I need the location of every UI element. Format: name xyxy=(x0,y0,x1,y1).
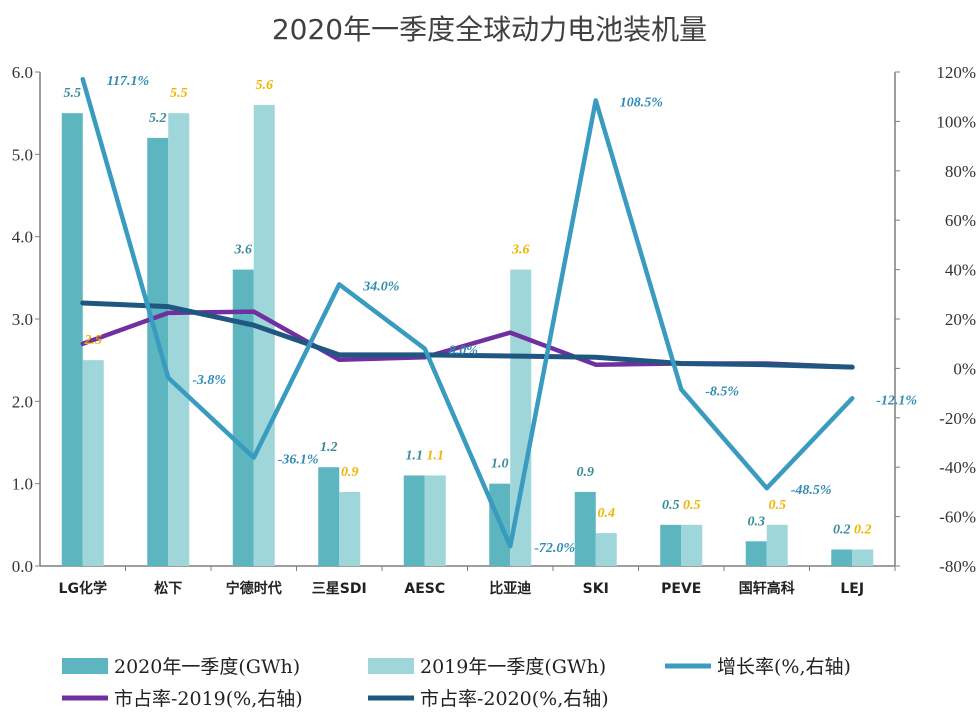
left-axis-tick-label: 2.0 xyxy=(12,392,33,411)
bar-2020 xyxy=(574,491,596,566)
bar-2020 xyxy=(61,113,83,567)
growth-rate-data-label: -8.5% xyxy=(705,384,739,399)
right-axis-tick-label: 0% xyxy=(953,359,976,378)
growth-rate-data-label: -12.1% xyxy=(876,393,917,408)
legend-2019-swatch xyxy=(368,658,414,674)
right-axis-tick-label: -80% xyxy=(939,557,976,576)
bar-2019 xyxy=(424,475,446,566)
x-axis-category-label: 三星SDI xyxy=(312,581,367,597)
bar-2019 xyxy=(82,360,104,566)
legend-2020-swatch xyxy=(62,658,108,674)
bar-2019 xyxy=(253,104,275,566)
bar-data-label-2019: 2.5 xyxy=(84,333,103,348)
left-axis-tick-label: 0.0 xyxy=(12,557,33,576)
share-2019-line xyxy=(80,309,855,370)
share-2020-line xyxy=(80,300,855,370)
x-axis-category-label: 宁德时代 xyxy=(226,580,282,597)
left-axis-tick-label: 5.0 xyxy=(12,145,33,164)
bar-data-label-2020: 5.2 xyxy=(149,111,167,126)
growth-rate-data-label: -48.5% xyxy=(791,483,832,498)
legend-share-2019-text: 市占率-2019(%,右轴) xyxy=(114,688,303,710)
bar-data-label-2020: 0.5 xyxy=(662,498,680,513)
x-axis-category-label: LG化学 xyxy=(59,580,107,597)
legend-2020-text: 2020年一季度(GWh) xyxy=(114,656,300,678)
left-axis-tick-label: 4.0 xyxy=(12,228,33,247)
legend-share-2020-text: 市占率-2020(%,右轴) xyxy=(420,688,609,710)
x-axis-category-label: AESC xyxy=(404,581,445,597)
x-axis-category-label: 比亚迪 xyxy=(489,580,531,597)
left-axis-tick-label: 3.0 xyxy=(12,310,33,329)
bar-2019 xyxy=(766,524,788,566)
right-axis-tick-label: -40% xyxy=(939,458,976,477)
bar-data-label-2020: 5.5 xyxy=(64,86,82,101)
bar-data-label-2020: 0.9 xyxy=(577,465,595,480)
chart-title: 2020年一季度全球动力电池装机量 xyxy=(271,13,708,46)
bar-2020 xyxy=(745,541,767,566)
legend-growth-text: 增长率(%,右轴) xyxy=(717,656,851,678)
bar-data-label-2019: 0.2 xyxy=(854,523,872,538)
bar-data-label-2019: 5.6 xyxy=(256,78,274,93)
x-axis-category-label: 松下 xyxy=(154,580,182,597)
bar-data-label-2020: 0.2 xyxy=(833,523,851,538)
growth-rate-data-label: 117.1% xyxy=(107,74,149,89)
bar-2020 xyxy=(831,549,853,566)
right-axis-tick-label: 100% xyxy=(936,112,976,131)
bar-data-label-2019: 5.5 xyxy=(170,86,188,101)
bar-2020 xyxy=(403,475,425,566)
growth-rate-data-label: 108.5% xyxy=(620,95,663,110)
bar-2019 xyxy=(595,533,617,566)
legend-2019-text: 2019年一季度(GWh) xyxy=(420,656,606,678)
bar-2019 xyxy=(681,524,703,566)
bar-data-label-2020: 1.1 xyxy=(406,448,424,463)
bar-data-label-2020: 3.6 xyxy=(234,243,253,258)
bar-data-label-2020: 0.3 xyxy=(748,514,766,529)
right-axis-tick-label: 40% xyxy=(945,261,976,280)
right-axis-tick-label: 120% xyxy=(936,63,976,82)
bar-2020 xyxy=(318,467,340,566)
bar-data-label-2020: 1.0 xyxy=(491,457,509,472)
growth-rate-data-label: 8.0% xyxy=(449,344,478,359)
growth-rate-data-label: -72.0% xyxy=(534,541,575,556)
right-axis-tick-label: 20% xyxy=(945,310,976,329)
bar-data-label-2019: 0.5 xyxy=(769,498,787,513)
bar-2019 xyxy=(168,113,190,567)
left-axis-tick-label: 1.0 xyxy=(12,475,33,494)
right-axis-tick-label: -20% xyxy=(939,409,976,428)
bar-2019 xyxy=(510,269,532,566)
bar-2020 xyxy=(147,137,169,566)
bar-data-label-2019: 1.1 xyxy=(427,448,445,463)
x-axis-category-label: PEVE xyxy=(661,581,701,597)
bar-2020 xyxy=(232,269,254,566)
growth-rate-data-label: 34.0% xyxy=(362,279,399,294)
bar-2019 xyxy=(339,491,361,566)
bar-2020 xyxy=(660,524,682,566)
growth-rate-data-label: -3.8% xyxy=(192,373,226,388)
left-axis-tick-label: 6.0 xyxy=(12,63,33,82)
bar-data-label-2019: 0.5 xyxy=(683,498,701,513)
right-axis-tick-label: -60% xyxy=(939,508,976,527)
x-axis-category-label: LEJ xyxy=(840,581,864,597)
bar-data-label-2019: 0.4 xyxy=(598,506,616,521)
bar-data-label-2019: 0.9 xyxy=(341,465,359,480)
bar-data-label-2019: 3.6 xyxy=(511,243,530,258)
bar-data-label-2020: 1.2 xyxy=(320,440,338,455)
growth-rate-data-label: -36.1% xyxy=(278,453,319,468)
x-axis-category-label: SKI xyxy=(583,581,609,597)
right-axis-tick-label: 60% xyxy=(945,211,976,230)
right-axis-tick-label: 80% xyxy=(945,162,976,181)
x-axis-category-label: 国轩高科 xyxy=(739,580,795,597)
growth-rate-line xyxy=(80,76,855,549)
bar-2019 xyxy=(852,549,874,566)
